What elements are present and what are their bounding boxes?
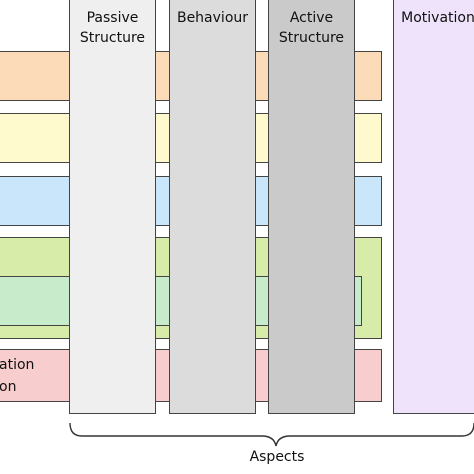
column-active-structure: Active Structure — [268, 0, 355, 414]
column-label-active-structure: Active Structure — [278, 10, 345, 46]
column-label-motivation: Motivation — [401, 10, 474, 26]
column-behaviour: Behaviour — [169, 0, 256, 414]
aspects-label: Aspects — [249, 449, 305, 465]
layer-label-6: ation on — [0, 357, 35, 395]
column-passive-structure: Passive Structure — [69, 0, 156, 414]
column-label-passive-structure: Passive Structure — [79, 10, 146, 46]
column-motivation: Motivation — [393, 0, 474, 414]
column-label-behaviour: Behaviour — [176, 10, 249, 26]
